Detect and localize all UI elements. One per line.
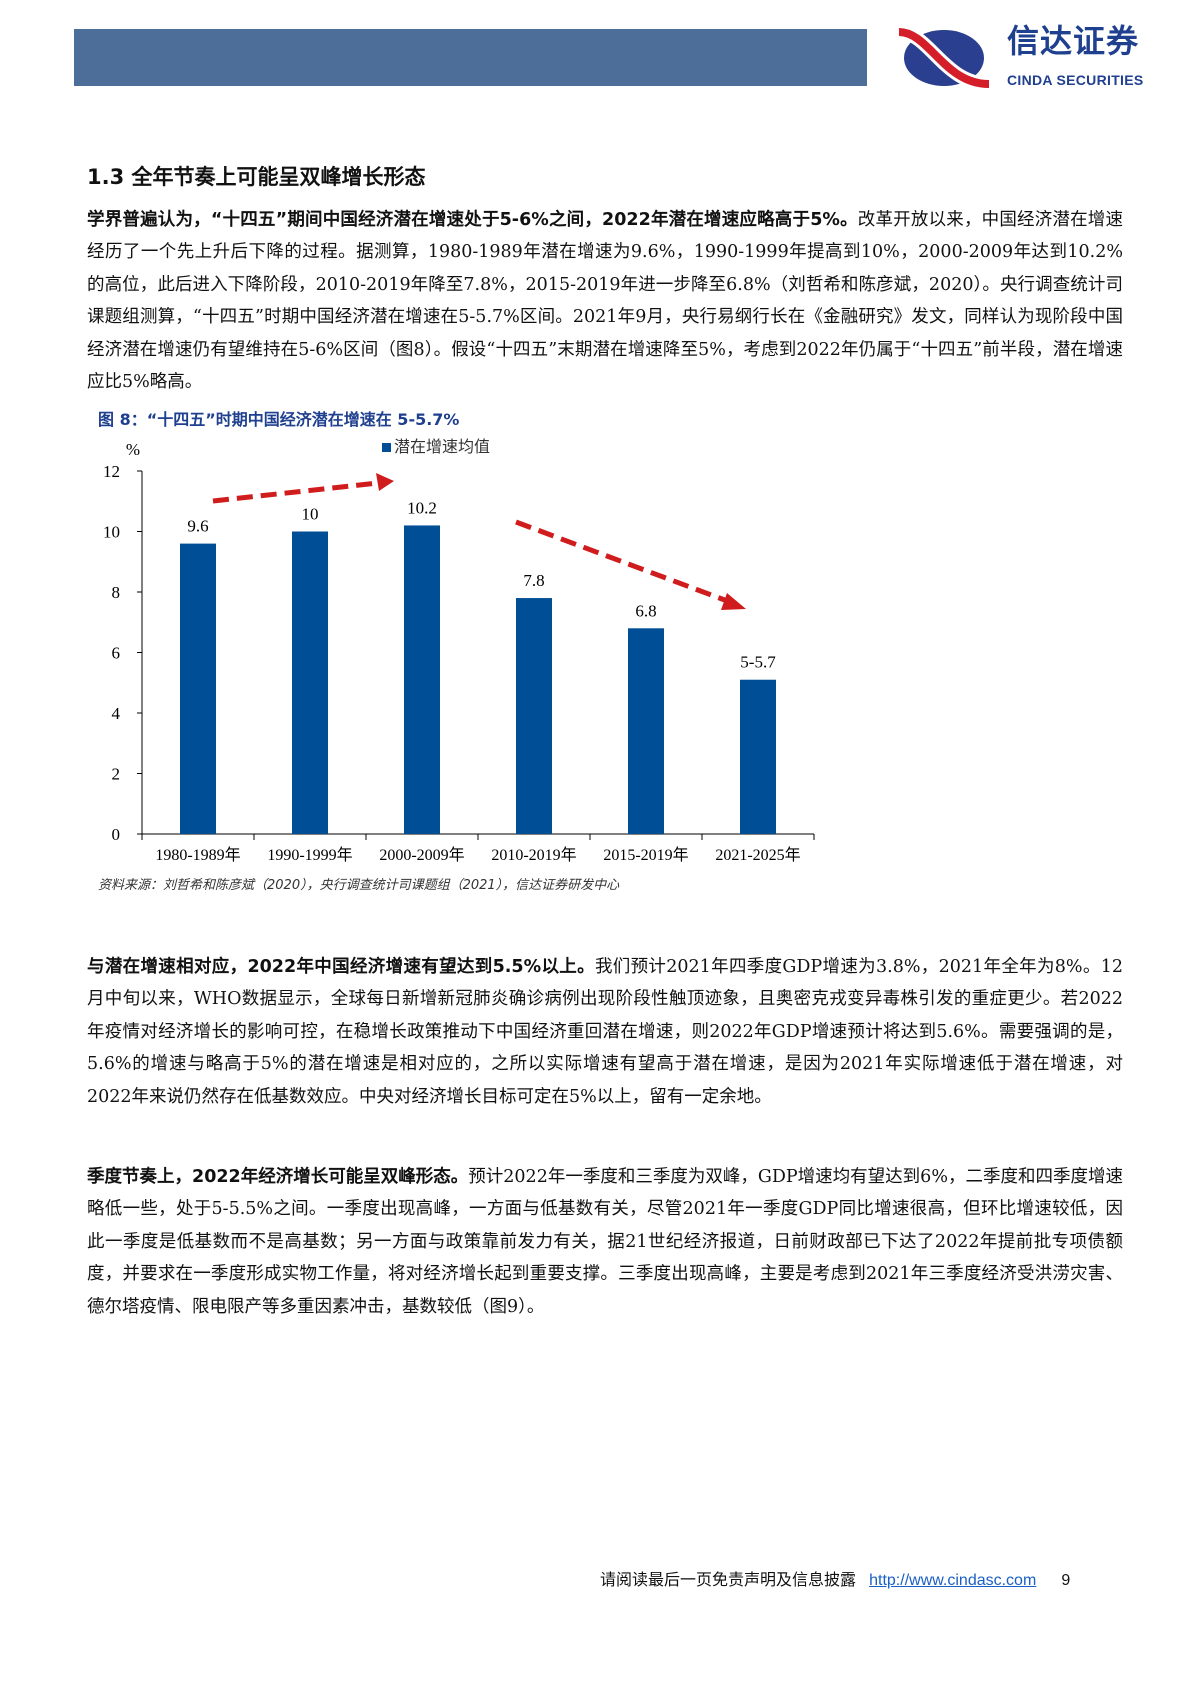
trend-arrow-down [515, 519, 731, 605]
paragraph-3: 季度节奏上，2022年经济增长可能呈双峰形态。预计2022年一季度和三季度为双峰… [87, 1161, 1123, 1323]
paragraph-lead: 季度节奏上，2022年经济增长可能呈双峰形态。 [87, 1167, 469, 1187]
bar [740, 679, 776, 834]
x-tick-label: 1990-1999年 [267, 846, 352, 864]
data-label: 9.6 [187, 517, 208, 536]
y-tick-label: 12 [103, 462, 120, 481]
y-tick-label: 6 [112, 644, 121, 663]
paragraph-body: 改革开放以来，中国经济潜在增速经历了一个先上升后下降的过程。据测算，1980-1… [87, 210, 1123, 393]
footer: 请阅读最后一页免责声明及信息披露 http://www.cindasc.com … [600, 1570, 1070, 1591]
paragraph-2: 与潜在增速相对应，2022年中国经济增速有望达到5.5%以上。我们预计2021年… [87, 951, 1123, 1113]
logo-text-en: CINDA SECURITIES [1007, 72, 1144, 88]
bar-chart: % 0 2 4 6 8 10 12 9.6 1980-1989年 10 1990-1999年 10.2 2… [103, 437, 815, 864]
bar [404, 525, 440, 834]
arrow-head-icon [721, 593, 746, 610]
x-tick-label: 2010-2019年 [491, 846, 576, 864]
paragraph-body: 我们预计2021年四季度GDP增速为3.8%，2021年全年为8%。12月中旬以… [87, 957, 1123, 1107]
cinda-logo-icon [898, 25, 990, 91]
data-label: 5-5.7 [740, 653, 776, 672]
x-tick-label: 2021-2025年 [715, 846, 800, 864]
data-label: 10 [302, 505, 319, 524]
bar [516, 598, 552, 834]
logo-text-cn: 信达证券 [1007, 22, 1140, 60]
header-bar [74, 29, 867, 86]
y-tick-label: 0 [112, 825, 121, 844]
bar [180, 543, 216, 834]
legend-label: 潜在增速均值 [394, 437, 490, 456]
paragraph-lead: 学界普遍认为，“十四五”期间中国经济潜在增速处于5-6%之间，2022年潜在增速… [87, 210, 858, 230]
paragraph-body: 预计2022年一季度和三季度为双峰，GDP增速均有望达到6%，二季度和四季度增速… [87, 1167, 1123, 1317]
x-tick-label: 1980-1989年 [155, 846, 240, 864]
data-label: 10.2 [407, 498, 437, 517]
y-tick-label: 4 [112, 704, 121, 723]
x-tick-label: 2015-2019年 [603, 846, 688, 864]
arrow-head-icon [376, 473, 394, 491]
y-axis-unit: % [126, 440, 140, 459]
y-tick-label: 2 [112, 765, 121, 784]
data-label: 6.8 [635, 601, 656, 620]
bar [292, 531, 328, 834]
data-label: 7.8 [523, 571, 544, 590]
legend-swatch [382, 443, 391, 452]
paragraph-1: 学界普遍认为，“十四五”期间中国经济潜在增速处于5-6%之间，2022年潜在增速… [87, 204, 1123, 398]
cinda-logo: 信达证券 CINDA SECURITIES [889, 24, 1189, 94]
y-tick-label: 8 [112, 583, 121, 602]
bar [628, 628, 664, 834]
disclaimer-text: 请阅读最后一页免责声明及信息披露 [600, 1570, 857, 1589]
paragraph-lead: 与潜在增速相对应，2022年中国经济增速有望达到5.5%以上。 [87, 957, 595, 977]
trend-arrow-up [212, 480, 379, 504]
website-link[interactable]: http://www.cindasc.com [869, 1572, 1037, 1589]
y-tick-label: 10 [103, 523, 120, 542]
figure-source: 资料来源：刘哲希和陈彦斌（2020），央行调查统计司课题组（2021），信达证券… [98, 878, 620, 893]
page-number: 9 [1061, 1572, 1071, 1589]
section-title: 1.3 全年节奏上可能呈双峰增长形态 [87, 165, 426, 189]
figure-caption: 图 8：“十四五”时期中国经济潜在增速在 5-5.7% [98, 410, 460, 429]
x-tick-label: 2000-2009年 [379, 846, 464, 864]
